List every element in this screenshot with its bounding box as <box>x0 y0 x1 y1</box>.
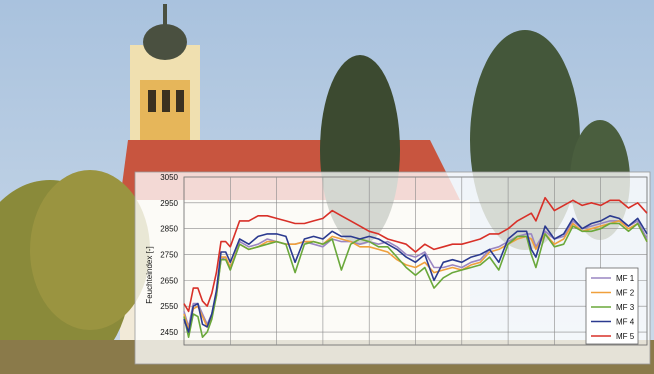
y-axis: 2450 2550 2650 2750 2850 2950 3050 <box>160 173 178 337</box>
series-line-5 <box>183 196 648 313</box>
series-line-2 <box>183 220 648 331</box>
legend-label: MF 2 <box>616 289 635 298</box>
y-axis-label: Feuchteindex [-] <box>145 246 154 303</box>
legend-label: MF 5 <box>616 332 635 341</box>
y-tick-label: 2750 <box>160 251 178 260</box>
y-tick-label: 2450 <box>160 328 178 337</box>
y-tick-label: 2650 <box>160 276 178 285</box>
y-tick-label: 2850 <box>160 225 178 234</box>
series-line-4 <box>183 215 648 333</box>
legend-label: MF 4 <box>616 318 635 327</box>
legend-label: MF 3 <box>616 303 635 312</box>
y-tick-label: 2950 <box>160 199 178 208</box>
legend: MF 1 MF 2 MF 3 MF 4 MF 5 <box>585 267 639 345</box>
y-tick-label: 2550 <box>160 302 178 311</box>
legend-box <box>585 267 639 345</box>
series-group <box>183 196 648 339</box>
legend-label: MF 1 <box>616 274 635 283</box>
series-line-3 <box>183 222 648 339</box>
y-tick-label: 3050 <box>160 173 178 182</box>
